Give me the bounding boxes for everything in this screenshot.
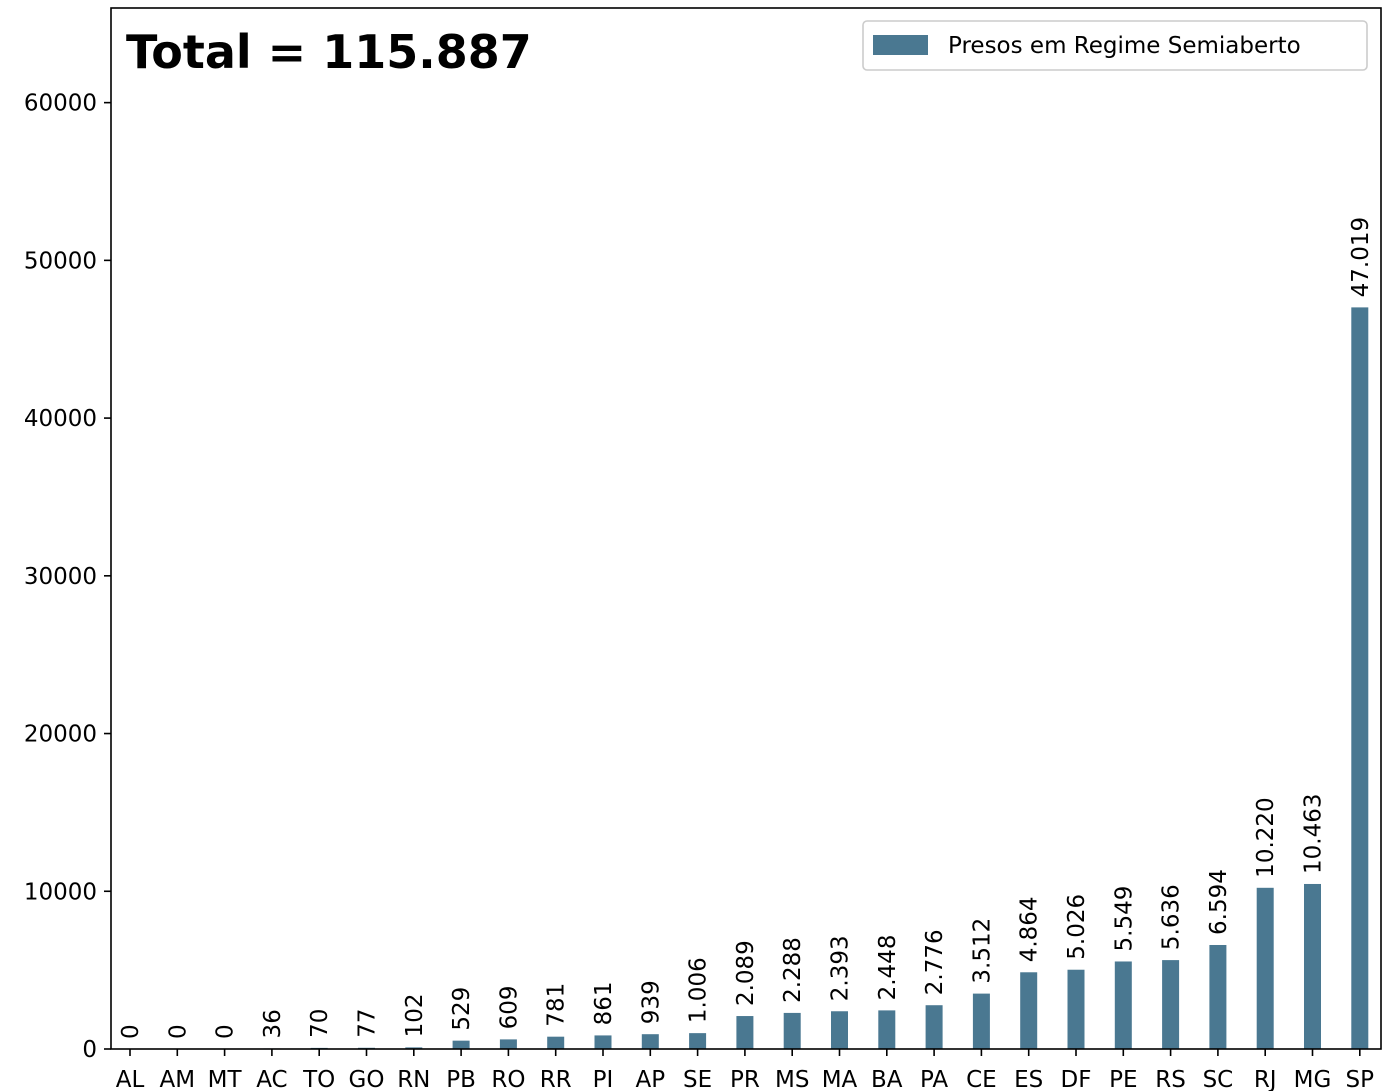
bar-value-label: 1.006: [686, 957, 712, 1023]
x-tick-label: BA: [871, 1067, 903, 1091]
bar-value-label: 6.594: [1206, 869, 1232, 935]
x-tick-label: DF: [1061, 1067, 1092, 1091]
x-tick-label: PA: [920, 1067, 948, 1091]
bar-PR: [736, 1016, 754, 1049]
legend-box: [862, 20, 1368, 71]
bar-value-label: 2.288: [780, 937, 806, 1003]
bar-value-label: 47.019: [1348, 217, 1374, 297]
bar-MS: [783, 1012, 801, 1049]
bar-value-label: 10.220: [1253, 797, 1279, 877]
bar-value-label: 36: [260, 1009, 286, 1038]
bar-value-label: 939: [638, 980, 664, 1024]
bar-value-label: 2.089: [733, 940, 759, 1006]
bar-RS: [1162, 960, 1180, 1049]
legend-label: Presos em Regime Semiaberto: [948, 33, 1301, 59]
bar-PI: [594, 1035, 612, 1049]
x-tick-label: RO: [491, 1067, 525, 1091]
bar-MA: [831, 1011, 848, 1049]
x-tick-label: ES: [1014, 1067, 1043, 1091]
bar-PA: [925, 1005, 943, 1049]
bar-AP: [641, 1034, 659, 1049]
bar-value-label: 2.393: [828, 935, 854, 1001]
x-tick-label: PE: [1109, 1067, 1137, 1091]
bar-value-label: 861: [591, 982, 617, 1026]
bar-value-label: 77: [355, 1009, 381, 1038]
bar-SP: [1351, 307, 1369, 1049]
x-tick-label: MT: [208, 1067, 243, 1091]
x-tick-label: SP: [1346, 1067, 1375, 1091]
x-tick-label: SE: [683, 1067, 712, 1091]
bar-value-label: 5.636: [1159, 884, 1185, 950]
x-tick-label: RN: [397, 1067, 430, 1091]
x-tick-label: MG: [1294, 1067, 1332, 1091]
bar-value-label: 10.463: [1301, 793, 1327, 873]
x-tick-label: CE: [966, 1067, 997, 1091]
x-tick-label: PI: [593, 1067, 614, 1091]
bar-DF: [1067, 969, 1085, 1049]
bar-value-label: 102: [402, 993, 428, 1037]
bar-PB: [452, 1040, 470, 1049]
bar-value-label: 3.512: [969, 918, 995, 984]
bar-value-label: 70: [307, 1009, 333, 1038]
bar-RN: [405, 1047, 423, 1049]
bars-group: [263, 307, 1369, 1049]
bar-value-label: 4.864: [1017, 896, 1043, 962]
bar-labels-group: 0 0 0 36 70 77 102 529 609 781 861 939 1.006 2.089 2.2…: [118, 217, 1374, 1039]
bar-ES: [1020, 972, 1038, 1049]
x-axis: AL AM MT AC TO GO RN PB RO RR PI AP SE PR MS MA BA PA CE ES…: [116, 1049, 1374, 1091]
y-tick-label: 40000: [24, 406, 97, 432]
x-tick-label: AL: [116, 1067, 145, 1091]
y-tick-label: 60000: [24, 91, 97, 117]
bar-MG: [1304, 883, 1321, 1049]
bar-value-label: 2.776: [922, 929, 948, 995]
x-tick-label: MS: [775, 1067, 809, 1091]
y-tick-label: 10000: [24, 879, 97, 905]
x-tick-label: PB: [446, 1067, 476, 1091]
y-tick-label: 30000: [24, 564, 97, 590]
plot-frame: [110, 7, 1382, 1050]
bar-RR: [547, 1036, 565, 1049]
bar-RJ: [1256, 887, 1274, 1049]
bar-value-label: 2.448: [875, 935, 901, 1001]
total-annotation: Total = 115.887: [126, 25, 532, 79]
x-tick-label: AP: [635, 1067, 665, 1091]
y-tick-label: 50000: [24, 248, 97, 274]
bar-value-label: 5.026: [1064, 894, 1090, 960]
x-tick-label: MA: [822, 1067, 858, 1091]
x-tick-label: RR: [540, 1067, 572, 1091]
bar-PE: [1114, 961, 1132, 1049]
x-tick-label: RS: [1155, 1067, 1186, 1091]
bar-value-label: 0: [165, 1024, 191, 1039]
bar-value-label: 5.549: [1111, 886, 1137, 952]
bar-value-label: 609: [496, 985, 522, 1029]
bar-SC: [1209, 944, 1227, 1049]
bar-RO: [499, 1039, 517, 1049]
bar-BA: [878, 1010, 896, 1049]
legend: Presos em Regime Semiaberto: [862, 20, 1368, 71]
bar-value-label: 529: [449, 987, 475, 1031]
x-tick-label: AC: [256, 1067, 287, 1091]
x-tick-label: SC: [1203, 1067, 1234, 1091]
bar-SE: [689, 1033, 707, 1049]
bar-value-label: 781: [544, 983, 570, 1027]
x-tick-label: AM: [160, 1067, 196, 1091]
y-axis: 0 10000 20000 30000 40000 50000 60000: [24, 91, 111, 1063]
bar-CE: [972, 993, 990, 1049]
y-tick-label: 0: [82, 1037, 97, 1063]
y-tick-label: 20000: [24, 722, 97, 748]
legend-swatch: [873, 35, 928, 55]
x-tick-label: RJ: [1254, 1067, 1277, 1091]
x-tick-label: PR: [730, 1067, 760, 1091]
bar-value-label: 0: [213, 1024, 239, 1039]
bar-value-label: 0: [118, 1024, 144, 1039]
x-tick-label: GO: [349, 1067, 385, 1091]
x-tick-label: TO: [302, 1067, 335, 1091]
